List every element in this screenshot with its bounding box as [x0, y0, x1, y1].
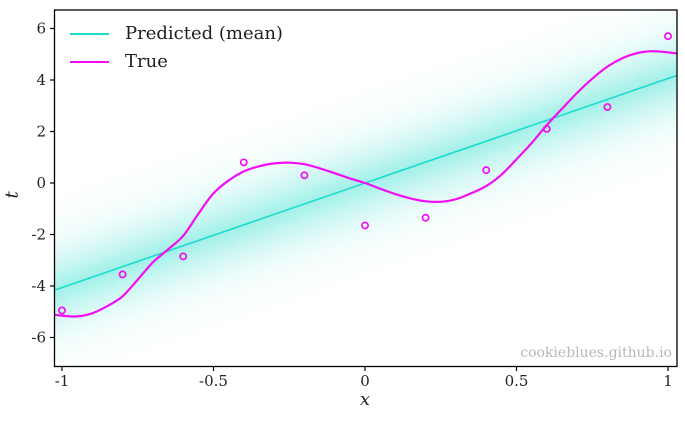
data-point — [603, 103, 612, 111]
y-tick-label: -6 — [31, 329, 46, 347]
legend-item-predicted: Predicted (mean) — [70, 20, 283, 48]
legend-line-sample-predicted — [70, 33, 109, 35]
legend-label-predicted: Predicted (mean) — [125, 23, 283, 44]
legend-line-sample-true — [70, 61, 109, 63]
data-point — [421, 213, 430, 222]
legend-label-true: True — [125, 51, 168, 72]
y-tick-label: 4 — [36, 71, 46, 89]
axes-spines — [53, 9, 678, 368]
x-tick-label: 0.5 — [505, 372, 529, 390]
y-axis-label: t — [1, 191, 23, 199]
data-point — [482, 166, 491, 175]
y-tick-label: -4 — [31, 277, 46, 295]
x-tick-label: -1 — [55, 372, 70, 390]
x-axis-label: x — [359, 389, 371, 410]
data-point — [361, 221, 369, 230]
observation-points — [58, 32, 672, 315]
data-point — [300, 171, 309, 180]
x-tick-label: 0 — [360, 372, 370, 390]
x-tick-label: -0.5 — [199, 372, 228, 390]
data-point — [58, 306, 66, 315]
y-tick-label: 0 — [36, 174, 46, 192]
true-curve — [54, 50, 677, 318]
ticks — [50, 27, 669, 371]
x-tick-label: 1 — [663, 372, 673, 390]
legend-item-true: True — [70, 48, 283, 76]
watermark: cookieblues.github.io — [520, 345, 672, 361]
data-point — [542, 124, 551, 133]
data-point — [118, 270, 127, 279]
data-point — [179, 252, 188, 261]
y-tick-label: 2 — [36, 123, 46, 141]
plot-content — [54, 25, 677, 341]
y-tick-label: 6 — [36, 20, 46, 38]
data-point — [239, 158, 248, 167]
legend: Predicted (mean) True — [70, 20, 283, 76]
uncertainty-band — [54, 25, 677, 341]
y-tick-label: -2 — [31, 226, 46, 244]
data-point — [664, 32, 672, 41]
tick-labels: -1 -0.5 0 0.5 1 -6 -4 -2 0 2 4 6 — [31, 20, 672, 390]
